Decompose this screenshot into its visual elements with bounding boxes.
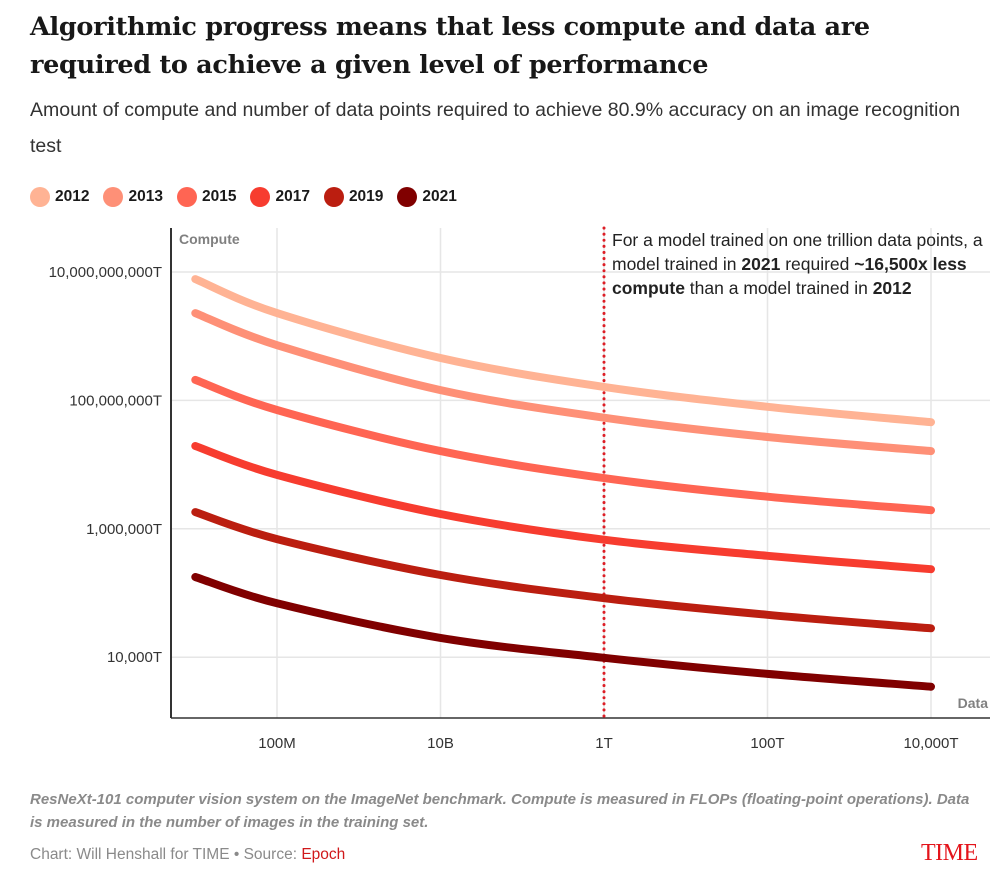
legend-swatch-icon bbox=[103, 187, 124, 207]
legend-label: 2015 bbox=[201, 188, 237, 205]
y-tick-label: 10,000T bbox=[107, 649, 162, 666]
legend: 2012 2013 2015 2017 2019 2021 bbox=[30, 187, 471, 207]
x-tick-label: 100T bbox=[750, 735, 784, 752]
legend-label: 2017 bbox=[275, 188, 310, 205]
annotation-text-2: required bbox=[780, 254, 855, 274]
footnote: ResNeXt-101 computer vision system on th… bbox=[30, 791, 970, 831]
x-tick-label: 1T bbox=[595, 735, 613, 752]
legend-label: 2019 bbox=[348, 188, 384, 205]
chart-title: Algorithmic progress means that less com… bbox=[30, 12, 870, 80]
annotation-year-2021: 2021 bbox=[741, 254, 781, 274]
series-lines bbox=[191, 275, 935, 691]
x-axis-title: Data bbox=[958, 695, 989, 711]
x-tick-label: 10B bbox=[427, 735, 454, 752]
series-line-2021 bbox=[191, 573, 935, 691]
x-tick-label: 10,000T bbox=[903, 735, 958, 752]
axes bbox=[170, 228, 990, 719]
legend-swatch-icon bbox=[176, 187, 197, 207]
annotation-year-2012: 2012 bbox=[872, 278, 912, 298]
legend-swatch-icon bbox=[397, 187, 418, 207]
y-tick-label: 100,000,000T bbox=[69, 392, 162, 409]
series-line-2019 bbox=[191, 508, 935, 633]
legend-swatch-icon bbox=[323, 187, 344, 207]
series-line-2017 bbox=[191, 442, 935, 574]
series-line-2013 bbox=[191, 309, 935, 456]
y-tick-label: 10,000,000,000T bbox=[49, 264, 162, 281]
legend-item-2017: 2017 bbox=[250, 187, 310, 207]
y-tick-label: 1,000,000T bbox=[86, 521, 162, 538]
annotation: For a model trained on one trillion data… bbox=[612, 228, 992, 300]
legend-label: 2013 bbox=[128, 188, 163, 205]
credit-text: Chart: Will Henshall for TIME • Source: bbox=[30, 846, 302, 863]
legend-item-2019: 2019 bbox=[323, 187, 384, 207]
chart-subtitle: Amount of compute and number of data poi… bbox=[30, 99, 961, 157]
annotation-text-1: For a model trained on one trillion data… bbox=[612, 230, 983, 274]
series-line-2012 bbox=[191, 275, 935, 427]
legend-swatch-icon bbox=[250, 187, 271, 207]
legend-item-2012: 2012 bbox=[30, 187, 89, 207]
y-axis-title: Compute bbox=[179, 231, 240, 247]
tick-labels: 10,000,000,000T 100,000,000T 1,000,000T 10,… bbox=[49, 231, 989, 752]
legend-item-2021: 2021 bbox=[397, 187, 457, 207]
annotation-ratio: ~16,500x less compute bbox=[612, 254, 967, 298]
legend-item-2013: 2013 bbox=[103, 187, 163, 207]
line-chart: 10,000,000,000T 100,000,000T 1,000,000T 10,… bbox=[49, 226, 990, 752]
x-tick-label: 100M bbox=[258, 735, 296, 752]
time-logo: TIME bbox=[921, 840, 978, 866]
legend-item-2015: 2015 bbox=[176, 187, 237, 207]
legend-label: 2021 bbox=[422, 188, 457, 205]
credit-line: Chart: Will Henshall for TIME • Source: … bbox=[30, 846, 345, 864]
source-link[interactable]: Epoch bbox=[301, 846, 346, 863]
legend-label: 2012 bbox=[55, 188, 90, 205]
legend-swatch-icon bbox=[30, 187, 50, 207]
series-line-2015 bbox=[191, 375, 935, 515]
annotation-text-3: than a model trained in bbox=[684, 278, 873, 298]
